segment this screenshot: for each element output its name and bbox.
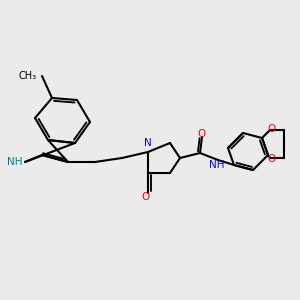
Text: NH: NH (209, 160, 224, 170)
Text: O: O (267, 124, 276, 134)
Text: NH: NH (7, 157, 22, 167)
Text: N: N (144, 138, 152, 148)
Text: CH₃: CH₃ (19, 71, 37, 81)
Text: O: O (141, 193, 149, 202)
Text: O: O (267, 154, 276, 164)
Text: O: O (198, 129, 206, 139)
